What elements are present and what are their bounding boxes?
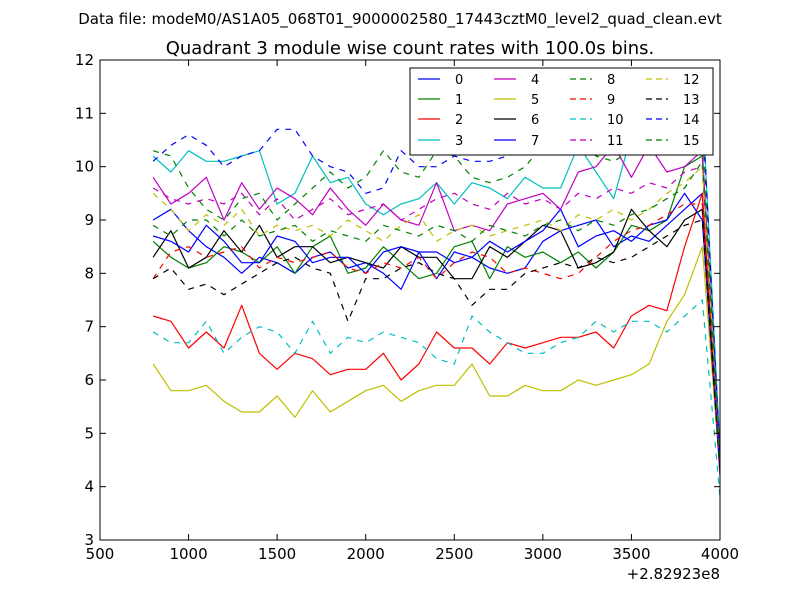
y-tick-label: 4 <box>84 478 94 496</box>
legend-label-9: 9 <box>607 93 615 108</box>
legend-label-8: 8 <box>607 73 615 88</box>
legend-label-10: 10 <box>607 113 624 128</box>
legend-label-7: 7 <box>531 134 539 149</box>
legend-label-6: 6 <box>531 113 539 128</box>
x-tick-label: 4000 <box>701 545 739 563</box>
legend-label-13: 13 <box>683 93 700 108</box>
legend-label-11: 11 <box>607 134 624 149</box>
legend-label-0: 0 <box>455 73 463 88</box>
series-line-0 <box>152 192 720 477</box>
y-tick-label: 8 <box>84 264 94 282</box>
series-line-1 <box>152 155 720 461</box>
series-line-11 <box>152 166 720 466</box>
x-tick-label: 1000 <box>169 545 207 563</box>
series-line-14 <box>152 102 720 461</box>
series-line-6 <box>152 208 720 466</box>
series-line-2 <box>152 192 720 471</box>
series-line-4 <box>152 144 720 455</box>
series-line-10 <box>152 299 720 498</box>
x-tick-label: 2000 <box>347 545 385 563</box>
y-tick-label: 7 <box>84 318 94 336</box>
legend-label-4: 4 <box>531 73 539 88</box>
chart-title: Quadrant 3 module wise count rates with … <box>166 38 655 59</box>
series-line-12 <box>152 166 720 455</box>
x-offset-label: +2.82923e8 <box>627 565 720 583</box>
x-tick-label: 3000 <box>524 545 562 563</box>
plot-frame <box>99 59 721 541</box>
series-line-5 <box>152 246 720 471</box>
x-tick-label: 3500 <box>612 545 650 563</box>
y-tick-label: 5 <box>84 424 94 442</box>
x-tick-label: 1500 <box>258 545 296 563</box>
legend-label-5: 5 <box>531 93 539 108</box>
legend-box <box>409 67 714 156</box>
y-tick-label: 12 <box>75 51 94 69</box>
legend-label-2: 2 <box>455 113 463 128</box>
series-line-7 <box>152 192 720 471</box>
y-tick-label: 6 <box>84 371 94 389</box>
series-line-9 <box>152 203 720 477</box>
y-tick-label: 10 <box>75 158 94 176</box>
y-tick-label: 3 <box>84 531 94 549</box>
legend-label-15: 15 <box>683 134 700 149</box>
x-tick-label: 500 <box>86 545 115 563</box>
series-line-13 <box>152 219 720 471</box>
y-tick-label: 9 <box>84 211 94 229</box>
y-tick-label: 11 <box>75 104 94 122</box>
plot-lines <box>152 102 720 498</box>
legend-label-3: 3 <box>455 134 463 149</box>
suptitle: Data file: modeM0/AS1A05_068T01_90000025… <box>78 10 722 29</box>
axes: 500 1000 1500 2000 2500 3000 3500 4000345678910… <box>75 51 739 563</box>
legend-label-12: 12 <box>683 73 700 88</box>
legend-label-14: 14 <box>683 113 700 128</box>
legend-label-1: 1 <box>455 93 463 108</box>
x-tick-label: 2500 <box>435 545 473 563</box>
